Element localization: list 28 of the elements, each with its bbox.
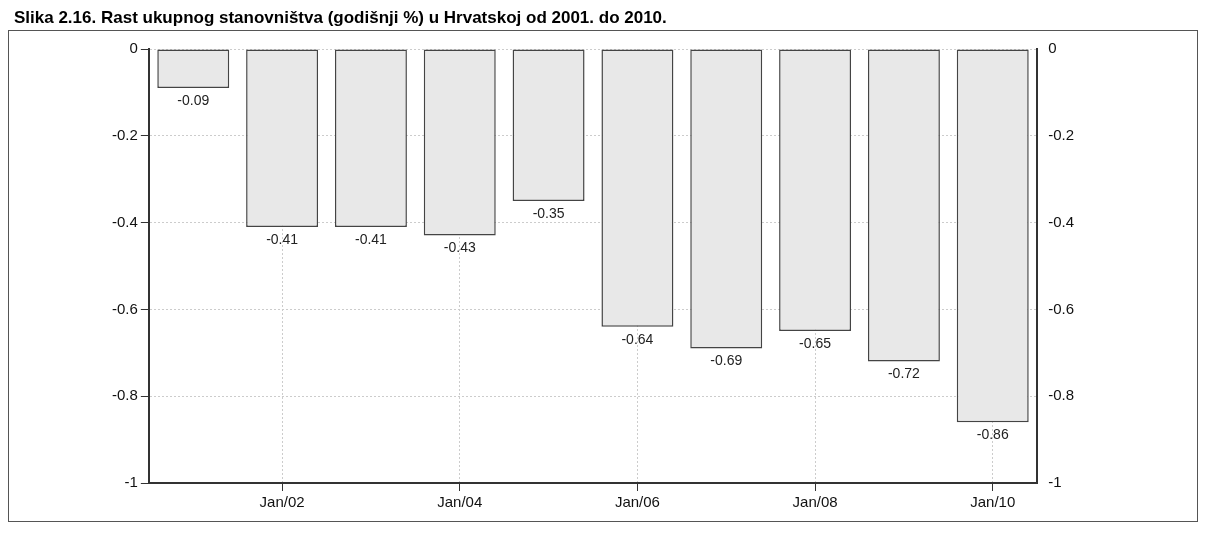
data-label: -0.09 bbox=[177, 91, 210, 108]
data-label: -0.86 bbox=[976, 426, 1009, 443]
y2-tick-label: -0.8 bbox=[1048, 386, 1075, 404]
x-tick-label: Jan/08 bbox=[792, 493, 838, 511]
y-tick-label: -0.6 bbox=[111, 299, 138, 317]
data-label: -0.65 bbox=[799, 334, 832, 351]
y-tick-label: -1 bbox=[124, 473, 138, 491]
data-label: -0.41 bbox=[266, 230, 299, 247]
data-label: -0.35 bbox=[532, 204, 565, 221]
y-tick-label: -0.2 bbox=[111, 125, 138, 143]
chart-title: Slika 2.16. Rast ukupnog stanovništva (godišnji %) u Hrvatskoj od 2001. do 2010. bbox=[13, 8, 668, 29]
x-tick-label: Jan/04 bbox=[437, 493, 483, 511]
x-tick-label: Jan/10 bbox=[970, 493, 1016, 511]
data-label: -0.41 bbox=[354, 230, 388, 247]
data-label: -0.43 bbox=[443, 239, 476, 256]
data-label: -0.72 bbox=[887, 365, 921, 382]
y2-tick-label: 0 bbox=[1048, 39, 1057, 57]
x-tick-label: Jan/06 bbox=[614, 493, 660, 511]
data-label: -0.69 bbox=[710, 352, 743, 369]
y-tick-label: 0 bbox=[129, 39, 138, 57]
y-tick-label: -0.4 bbox=[111, 212, 138, 230]
y2-tick-label: -1 bbox=[1048, 473, 1062, 491]
y-tick-label: -0.8 bbox=[111, 386, 138, 404]
x-tick-label: Jan/02 bbox=[259, 493, 305, 511]
y2-tick-label: -0.2 bbox=[1048, 125, 1075, 143]
y2-tick-label: -0.6 bbox=[1048, 299, 1075, 317]
data-label: -0.64 bbox=[621, 330, 654, 347]
y2-tick-label: -0.4 bbox=[1048, 212, 1075, 230]
